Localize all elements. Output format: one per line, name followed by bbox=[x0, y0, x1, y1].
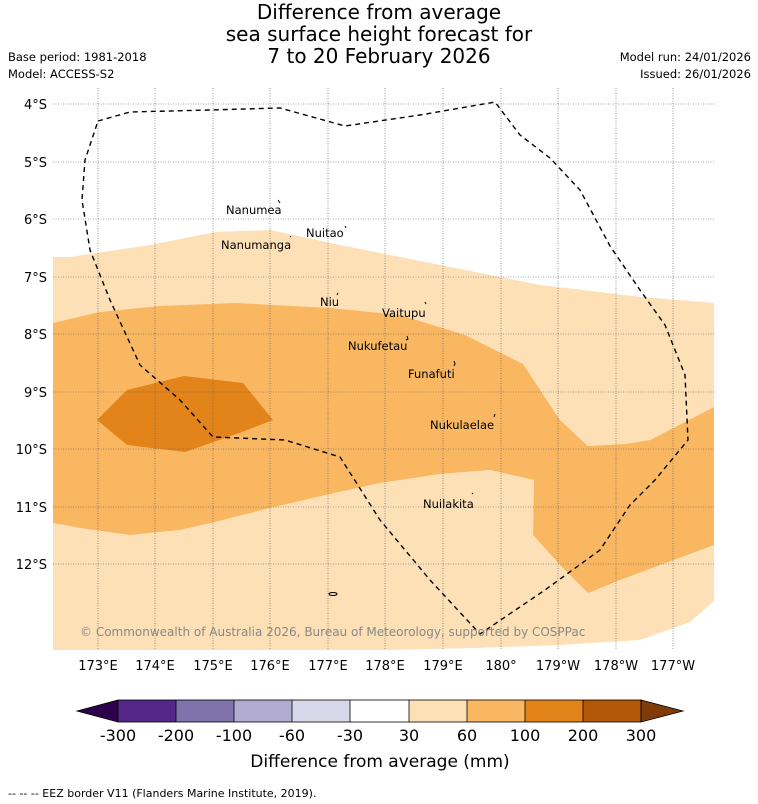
eez-border bbox=[81, 101, 689, 635]
colorbar-segment bbox=[525, 700, 583, 722]
island-funafuti bbox=[453, 360, 456, 367]
lat-label: 10°S bbox=[16, 443, 47, 458]
base-period: Base period: 1981-2018 bbox=[8, 50, 147, 64]
lat-label: 11°S bbox=[16, 501, 47, 516]
colorbar-tick: 30 bbox=[399, 726, 419, 745]
lat-label: 6°S bbox=[24, 213, 47, 228]
lon-label: 177°W bbox=[651, 659, 695, 674]
place-label-vaitupu: Vaitupu bbox=[382, 306, 426, 320]
lon-label: 174°E bbox=[135, 659, 175, 674]
place-label-nanumanga: Nanumanga bbox=[221, 238, 291, 252]
band-60-100 bbox=[53, 303, 714, 593]
copyright-notice: © Commonwealth of Australia 2026, Bureau… bbox=[80, 625, 585, 639]
colorbar-segment bbox=[234, 700, 292, 722]
title-line-3: 7 to 20 February 2026 bbox=[267, 44, 491, 68]
colorbar-tick: -30 bbox=[337, 726, 363, 745]
lon-label: 179°W bbox=[536, 659, 580, 674]
island-nanumanga bbox=[289, 235, 292, 238]
colorbar-segment bbox=[583, 700, 641, 722]
lat-label: 5°S bbox=[24, 156, 47, 171]
lat-label: 4°S bbox=[24, 98, 47, 113]
colorbar-extend-high bbox=[640, 699, 685, 723]
lon-label: 178°W bbox=[594, 659, 638, 674]
latitude-labels: 4°S 5°S 6°S 7°S 8°S 9°S 10°S 11°S 12°S bbox=[16, 98, 47, 573]
colorbar-tick: 300 bbox=[626, 726, 657, 745]
island-nanumea bbox=[277, 199, 281, 204]
island-nukufetau bbox=[405, 335, 409, 341]
model-run: Model run: 24/01/2026 bbox=[619, 50, 751, 64]
colorbar-outline bbox=[117, 699, 642, 723]
colorbar-label: Difference from average (mm) bbox=[250, 752, 509, 772]
islands bbox=[277, 199, 496, 596]
colorbar-segment bbox=[118, 700, 176, 722]
lon-label: 180° bbox=[485, 659, 516, 674]
island-nuitao bbox=[344, 225, 347, 229]
colorbar-tick: -200 bbox=[158, 726, 194, 745]
island-nukulaelae bbox=[493, 413, 496, 418]
colorbar-ticks: -300 -200 -100 -60 -30 30 60 100 200 300 bbox=[100, 726, 656, 745]
graticule bbox=[53, 88, 714, 650]
lon-label: 173°E bbox=[78, 659, 118, 674]
lon-label: 177°E bbox=[308, 659, 348, 674]
place-label-niu: Niu bbox=[320, 295, 339, 309]
colorbar-segment bbox=[292, 700, 350, 722]
band-100-200 bbox=[97, 376, 273, 452]
lat-label: 9°S bbox=[24, 386, 47, 401]
colorbar-segment bbox=[467, 700, 525, 722]
place-label-nuilakita: Nuilakita bbox=[423, 497, 474, 511]
colorbar-tick: -60 bbox=[279, 726, 305, 745]
title-line-1: Difference from average bbox=[256, 0, 502, 24]
colorbar-segment bbox=[176, 700, 234, 722]
lat-label: 12°S bbox=[16, 558, 47, 573]
island-nuilakita bbox=[471, 492, 474, 495]
place-label-nukufetau: Nukufetau bbox=[348, 339, 407, 353]
lon-label: 175°E bbox=[193, 659, 233, 674]
island-vaitupu bbox=[424, 301, 427, 305]
band-30-60-inlet bbox=[523, 285, 714, 446]
lon-label: 179°E bbox=[423, 659, 463, 674]
band-30-60-window bbox=[53, 470, 588, 650]
place-label-funafuti: Funafuti bbox=[408, 367, 455, 381]
colorbar: -300 -200 -100 -60 -30 30 60 100 200 300… bbox=[75, 699, 685, 772]
colorbar-segment bbox=[350, 700, 409, 722]
island-small-reef bbox=[328, 592, 338, 596]
lat-label: 7°S bbox=[24, 271, 47, 286]
model-name: Model: ACCESS-S2 bbox=[8, 67, 115, 81]
place-label-nukulaelae: Nukulaelae bbox=[430, 418, 494, 432]
island-niu bbox=[336, 292, 339, 296]
colorbar-tick: 100 bbox=[510, 726, 541, 745]
colorbar-segment bbox=[409, 700, 467, 722]
place-label-nuitao: Nuitao bbox=[306, 226, 344, 240]
colorbar-tick: -100 bbox=[216, 726, 252, 745]
colorbar-extend-low bbox=[75, 699, 119, 723]
colorbar-tick: 60 bbox=[457, 726, 477, 745]
issued-date: Issued: 26/01/2026 bbox=[640, 67, 751, 81]
lon-label: 176°E bbox=[250, 659, 290, 674]
colorbar-tick: -300 bbox=[100, 726, 136, 745]
longitude-labels: 173°E 174°E 175°E 176°E 177°E 178°E 179°… bbox=[78, 659, 695, 674]
map-area: Nanumea Nuitao Nanumanga Niu Vaitupu Nuk… bbox=[53, 88, 714, 650]
place-label-nanumea: Nanumea bbox=[226, 203, 282, 217]
title-line-2: sea surface height forecast for bbox=[225, 22, 533, 46]
lon-label: 178°E bbox=[365, 659, 405, 674]
eez-note: -- -- -- EEZ border V11 (Flanders Marine… bbox=[8, 787, 316, 800]
colorbar-dividers bbox=[175, 700, 584, 722]
lat-label: 8°S bbox=[24, 328, 47, 343]
colorbar-tick: 200 bbox=[568, 726, 599, 745]
